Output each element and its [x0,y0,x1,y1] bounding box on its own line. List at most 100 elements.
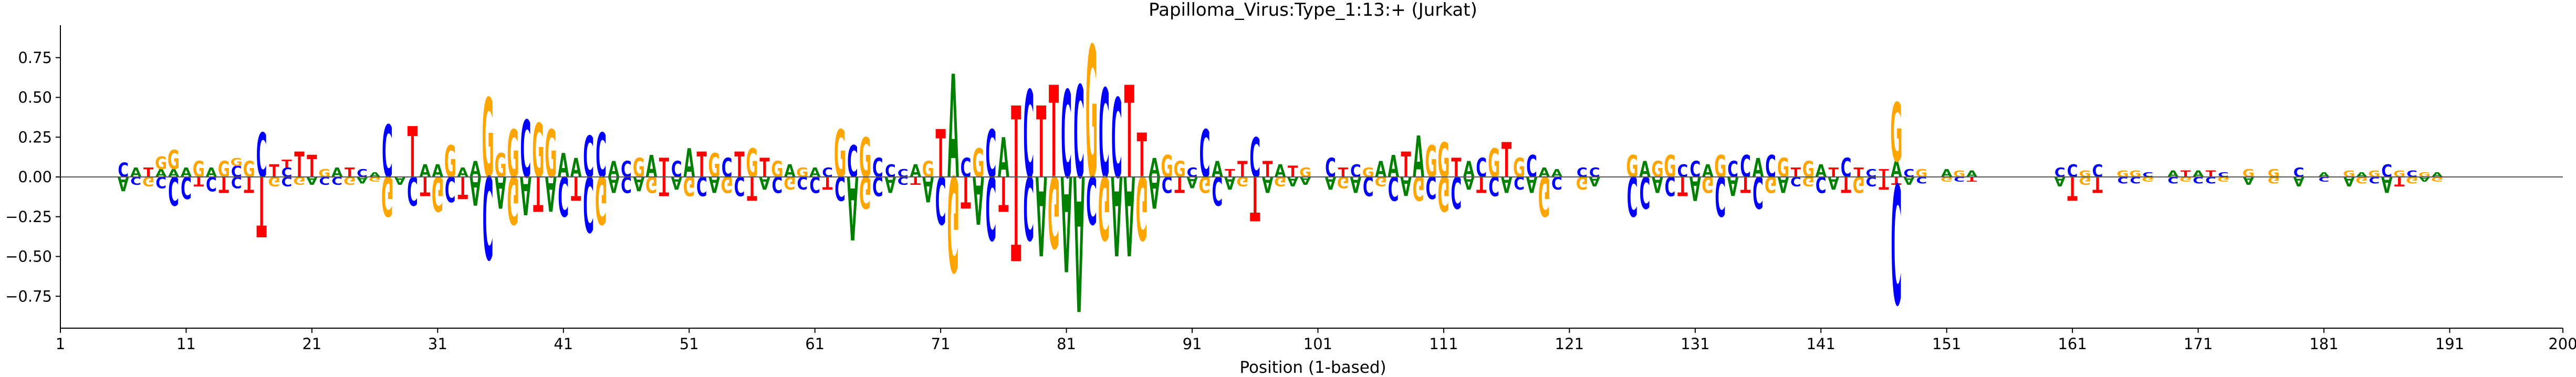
logo-glyph-C-58: C [771,171,783,196]
svg-text:C: C [898,174,909,187]
svg-text:A: A [1073,132,1085,348]
logo-glyph-T-146: T [1879,167,1889,180]
svg-text:C: C [1954,175,1965,183]
svg-text:A: A [1652,171,1663,196]
svg-text:G: G [922,158,934,183]
svg-text:G: G [1236,173,1248,188]
logo-glyph-C-166: C [2130,175,2141,185]
logo-glyph-G-147: G [1890,87,1902,181]
logo-glyph-T-49: T [659,152,670,183]
svg-text:C: C [847,136,858,187]
logo-glyph-G-119: G [1538,164,1550,227]
y-tick-label: 0.75 [18,49,52,67]
logo-glyph-C-78: C [1023,66,1034,205]
logo-glyph-C-126: C [1627,164,1638,227]
x-tick-label: 101 [1303,335,1332,353]
logo-glyph-G-65: G [859,126,871,190]
logo-glyph-A-81: A [1061,146,1072,298]
logo-glyph-A-147: A [1891,158,1902,183]
svg-text:A: A [1388,149,1399,184]
svg-text:C: C [168,167,179,212]
svg-text:G: G [1375,173,1387,188]
svg-text:T: T [219,171,230,196]
logo-glyph-C-27: C [382,111,393,194]
svg-text:C: C [986,156,997,258]
svg-text:G: G [1048,153,1060,268]
logo-glyph-G-170: G [2179,175,2192,183]
y-tick-label: 0.50 [18,89,52,107]
logo-glyph-A-99: A [1287,173,1299,188]
svg-text:T: T [822,172,832,193]
svg-text:T: T [294,145,304,186]
logo-glyph-A-86: A [1123,151,1135,278]
logo-glyph-G-90: G [1173,158,1185,183]
logo-glyph-C-22: C [319,174,330,187]
logo-glyph-C-115: C [1488,171,1499,202]
svg-text:A: A [570,152,582,183]
logo-glyph-A-10: A [168,167,180,180]
logo-glyph-A-69: A [910,161,921,182]
logo-glyph-A-132: A [1702,161,1714,182]
svg-text:G: G [2179,175,2192,183]
logo-glyph-C-60: C [797,172,808,193]
svg-text:T: T [1174,171,1185,196]
logo-glyph-C-66: C [872,171,883,202]
logo-glyph-G-167: G [2142,175,2154,183]
logo-glyph-T-29: T [408,112,418,194]
logo-glyph-G-140: G [1802,173,1814,188]
svg-text:G: G [1274,173,1286,188]
logo-glyph-A-179: A [2293,173,2304,188]
svg-text:A: A [2054,173,2066,188]
logo-glyph-G-117: G [1513,152,1525,183]
svg-text:T: T [256,157,266,254]
svg-text:C: C [1916,175,1927,185]
logo-glyph-C-71: C [935,161,946,237]
svg-text:A: A [633,172,645,195]
logo-glyph-G-40: G [545,117,557,193]
logo-glyph-A-97: A [1262,171,1274,196]
logo-glyph-G-56: G [746,142,758,187]
logo-glyph-G-47: G [633,152,645,183]
logo-glyph-A-123: A [1589,173,1600,188]
logo-glyph-C-133: C [1715,164,1726,227]
logo-glyph-G-89: G [1161,149,1173,184]
svg-text:C: C [872,171,883,202]
logo-glyph-G-92: G [1198,171,1211,196]
svg-text:G: G [1513,152,1525,183]
svg-text:A: A [1212,158,1223,183]
svg-text:T: T [1036,86,1046,201]
logo-glyph-C-7: C [130,174,141,187]
svg-text:G: G [784,172,796,193]
logo-glyph-A-183: A [2343,173,2355,188]
svg-text:G: G [683,171,695,202]
svg-text:G: G [532,109,544,195]
svg-text:G: G [645,171,658,196]
x-tick-label: 200 [2548,335,2576,353]
svg-text:C: C [1551,172,1562,193]
logo-glyph-C-32: C [445,168,456,208]
logo-glyph-C-137: C [1765,149,1776,184]
svg-text:T: T [961,166,971,218]
logo-glyph-G-70: G [922,158,934,183]
logo-glyph-C-112: C [1451,166,1462,218]
logo-glyph-C-84: C [1099,64,1110,206]
logo-glyph-T-12: T [194,173,204,188]
logo-glyph-C-127: C [1640,166,1651,218]
svg-text:A: A [1689,169,1701,207]
logo-glyph-A-42: A [570,152,582,183]
svg-text:C: C [445,168,456,208]
axes: −0.75−0.50−0.250.000.250.500.751 11 21 31 41… [5,25,2576,353]
x-tick-label: 181 [2309,335,2338,353]
svg-text:G: G [1437,165,1449,222]
svg-text:G: G [369,175,381,183]
svg-text:C: C [1526,149,1537,184]
svg-text:T: T [1677,171,1688,202]
svg-text:C: C [1677,161,1688,182]
svg-text:G: G [721,171,733,196]
logo-glyph-G-12: G [193,158,205,183]
svg-text:C: C [155,173,166,191]
logo-glyph-G-173: G [2217,175,2229,183]
svg-text:C: C [1891,146,1902,336]
svg-text:G: G [1098,156,1110,258]
svg-text:T: T [1451,152,1462,183]
